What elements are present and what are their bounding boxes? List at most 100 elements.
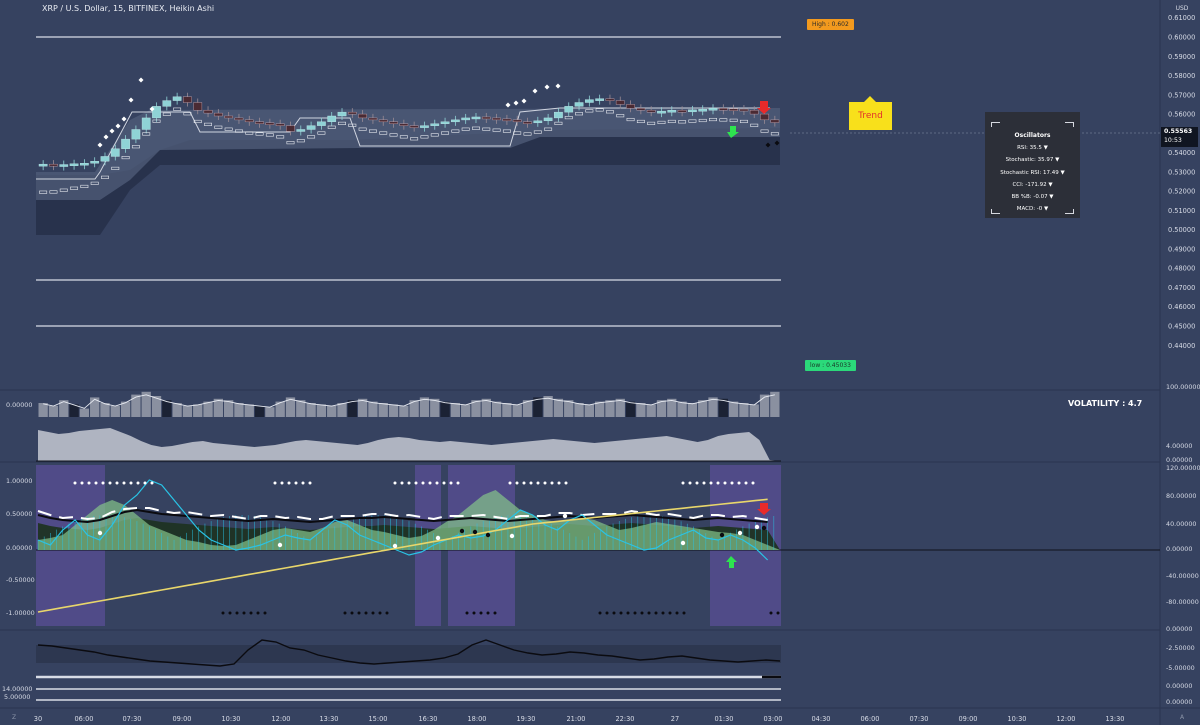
trail-box — [420, 135, 429, 139]
bracket-corner — [1065, 209, 1074, 214]
osc-right-label: -80.00000 — [1166, 598, 1199, 606]
trail-box — [162, 112, 171, 116]
volume-bar — [749, 404, 759, 417]
volume-bar — [677, 401, 687, 417]
time-axis-label: 03:00 — [763, 715, 782, 723]
trail-box — [368, 129, 377, 133]
diamond-marker-icon — [109, 128, 115, 134]
volume-bars — [38, 391, 780, 417]
candle-body — [749, 110, 759, 115]
candle-body — [337, 111, 347, 117]
bottom-dot — [654, 611, 658, 615]
trail-box — [410, 137, 419, 141]
sell-arrow-icon — [757, 503, 771, 515]
trail-box — [80, 184, 89, 188]
volume-bar — [59, 400, 69, 417]
volume-bar — [378, 403, 388, 417]
osc-left-label: -1.00000 — [6, 609, 35, 617]
trail-box — [719, 118, 728, 122]
price-axis-label: 0.47000 — [1168, 284, 1195, 292]
bracket-corner — [1065, 122, 1074, 127]
bottom-dot — [612, 611, 616, 615]
marker-dot — [509, 533, 515, 539]
top-dot — [80, 481, 84, 485]
trail-box — [317, 131, 326, 135]
bottom-dot — [364, 611, 368, 615]
volume-bar — [120, 401, 131, 417]
trail-box — [214, 125, 223, 129]
top-dot — [400, 481, 404, 485]
volume-bar — [79, 408, 90, 417]
trail-box — [327, 125, 336, 129]
bar-countdown: 10:53 — [1164, 137, 1182, 144]
candle-body — [38, 163, 48, 167]
osc-right-label: 40.00000 — [1166, 520, 1197, 528]
bracket-corner — [991, 209, 1000, 214]
volume-bar — [193, 404, 203, 417]
diamond-marker-icon — [138, 77, 144, 83]
time-axis-label: 07:30 — [909, 715, 928, 723]
trail-box — [204, 122, 212, 126]
trail-box — [626, 117, 635, 122]
marker-dot — [562, 513, 568, 519]
osc-row-cci: CCI: -171.92 ▼ — [1012, 181, 1053, 188]
low-flag: low : 0.45033 — [805, 360, 856, 371]
time-axis-label: 01:30 — [714, 715, 733, 723]
candle-body — [420, 125, 429, 128]
volume-bar — [667, 398, 677, 417]
current-price: 0.55563 — [1164, 128, 1193, 135]
trail-box — [513, 131, 522, 135]
cloud-band-lower — [36, 128, 780, 235]
candle-body — [584, 99, 594, 103]
trail-box — [348, 123, 357, 127]
volume-bar — [553, 398, 564, 417]
volume-bar — [368, 401, 378, 417]
candle-body — [255, 121, 264, 124]
time-axis-label: 19:30 — [516, 715, 535, 723]
trail-box — [523, 132, 532, 136]
volume-bar — [172, 403, 182, 417]
trail-box — [338, 121, 346, 125]
trail-box — [636, 119, 645, 124]
bottom-right-label: -5.00000 — [1166, 664, 1195, 672]
trail-box — [482, 127, 491, 131]
current-price-tag[interactable]: 0.55563 10:53 — [1161, 127, 1198, 147]
volume-bar — [718, 398, 728, 417]
volume-bar — [471, 400, 481, 417]
bottom-left-label: 5.00000 — [4, 693, 30, 701]
volume-bar — [399, 405, 409, 417]
candle-body — [481, 116, 491, 120]
price-axis-label: 0.61000 — [1168, 14, 1195, 22]
candle-body — [110, 148, 120, 157]
bottom-dot — [371, 611, 375, 615]
volume-bar — [419, 397, 430, 417]
top-dot — [143, 481, 147, 485]
volume-bar — [698, 400, 708, 417]
candle-body — [90, 161, 100, 164]
osc-row-stoch-rsi: Stochastic RSI: 17.49 ▼ — [1000, 169, 1065, 176]
top-dot — [730, 481, 734, 485]
buy-arrow-icon — [726, 556, 737, 568]
volume-bar — [605, 400, 615, 417]
candle-body — [347, 111, 357, 115]
diamond-marker-icon — [97, 142, 103, 148]
bottom-dot — [682, 611, 686, 615]
auto-scale-button[interactable]: A — [1180, 714, 1185, 721]
bottom-right-label: 0.00000 — [1166, 682, 1192, 690]
volume-bar — [770, 391, 780, 417]
candle-body — [131, 129, 141, 140]
bottom-dot — [263, 611, 267, 615]
osc-left-label: -0.50000 — [6, 576, 35, 584]
osc-row-bbpb: BB %B: -0.07 ▼ — [1011, 193, 1054, 200]
top-dot — [737, 481, 741, 485]
candle-body — [523, 121, 532, 124]
volume-bar — [285, 397, 296, 417]
candle-body — [100, 156, 110, 162]
zoom-button[interactable]: Z — [12, 714, 17, 721]
candle-body — [512, 119, 522, 123]
trail-box — [224, 127, 233, 131]
volume-bar — [141, 391, 151, 417]
trail-box — [358, 127, 367, 131]
trail-box — [544, 127, 553, 131]
